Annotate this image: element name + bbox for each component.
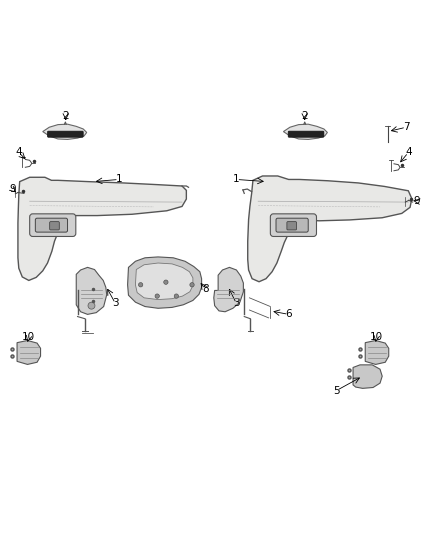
- Polygon shape: [248, 176, 412, 282]
- Text: 10: 10: [22, 332, 35, 342]
- Polygon shape: [43, 124, 87, 140]
- FancyBboxPatch shape: [47, 131, 83, 137]
- FancyBboxPatch shape: [276, 218, 308, 232]
- FancyBboxPatch shape: [30, 214, 76, 237]
- FancyBboxPatch shape: [287, 222, 297, 230]
- Circle shape: [164, 280, 168, 284]
- FancyBboxPatch shape: [49, 222, 59, 230]
- Polygon shape: [135, 263, 193, 300]
- Text: 7: 7: [403, 122, 410, 132]
- Circle shape: [190, 282, 194, 287]
- Text: 9: 9: [414, 196, 420, 206]
- Text: 10: 10: [370, 332, 383, 342]
- FancyBboxPatch shape: [35, 218, 67, 232]
- Polygon shape: [353, 365, 382, 389]
- Circle shape: [138, 282, 143, 287]
- Text: 3: 3: [112, 298, 119, 309]
- FancyBboxPatch shape: [270, 214, 317, 237]
- Polygon shape: [17, 341, 41, 365]
- Text: 1: 1: [233, 174, 240, 184]
- Text: 9: 9: [9, 184, 16, 194]
- Text: 3: 3: [233, 298, 240, 309]
- Polygon shape: [214, 268, 244, 312]
- Text: 6: 6: [285, 309, 292, 319]
- Text: 2: 2: [63, 111, 69, 122]
- FancyBboxPatch shape: [288, 131, 324, 137]
- Polygon shape: [76, 268, 107, 314]
- Polygon shape: [365, 341, 389, 365]
- Text: 4: 4: [405, 148, 412, 157]
- Circle shape: [155, 294, 159, 298]
- Text: 1: 1: [116, 174, 122, 184]
- Polygon shape: [127, 257, 201, 308]
- Circle shape: [88, 302, 95, 309]
- Text: 4: 4: [15, 148, 22, 157]
- Text: 8: 8: [202, 284, 208, 294]
- Text: 2: 2: [301, 111, 308, 122]
- Polygon shape: [18, 177, 186, 280]
- Polygon shape: [283, 124, 327, 140]
- Circle shape: [174, 294, 179, 298]
- Text: 5: 5: [333, 385, 340, 395]
